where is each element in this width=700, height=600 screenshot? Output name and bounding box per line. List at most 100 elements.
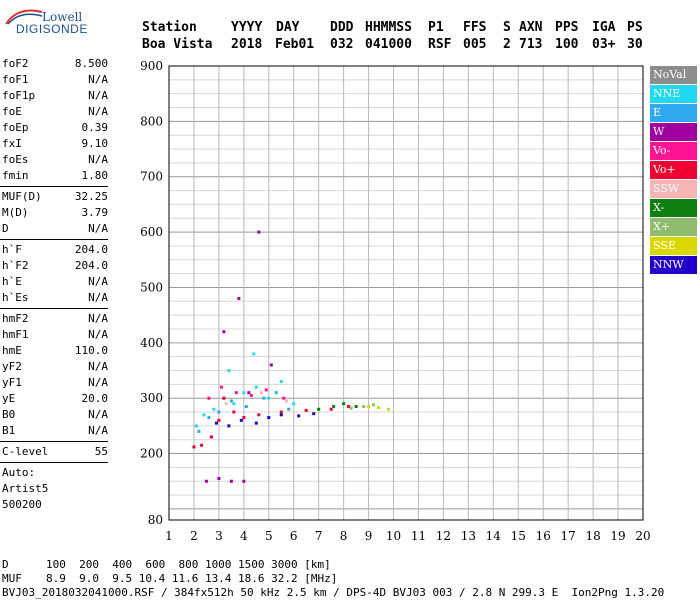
param-name: foE — [2, 105, 22, 118]
param-value: N/A — [88, 376, 108, 389]
param-row: h`Es N/A — [0, 290, 112, 306]
data-point — [267, 416, 271, 420]
param-separator — [0, 462, 108, 463]
data-point — [197, 429, 201, 433]
param-value: N/A — [88, 275, 108, 288]
header-label: S — [503, 20, 511, 35]
data-point — [362, 405, 366, 408]
param-name: foEs — [2, 153, 29, 166]
header-label: DAY — [276, 20, 300, 35]
header-label: YYYY — [231, 20, 263, 35]
x-tick-label: 20 — [635, 529, 650, 543]
param-name: foF2 — [2, 57, 29, 70]
data-point — [257, 413, 261, 417]
param-row: yF2 N/A — [0, 359, 112, 375]
data-point — [232, 402, 236, 406]
param-name: foF1 — [2, 73, 29, 86]
data-point — [297, 414, 301, 418]
data-point — [222, 330, 226, 334]
x-tick-label: 9 — [365, 529, 373, 543]
header-label: Station — [142, 20, 197, 35]
param-name: yF2 — [2, 360, 22, 373]
plot-frame — [168, 65, 644, 521]
x-tick-label: 8 — [340, 529, 348, 543]
param-value: 9.10 — [81, 137, 109, 150]
y-tick-label: 500 — [140, 280, 163, 294]
data-point — [317, 407, 321, 411]
footer-d-label: D — [2, 558, 9, 571]
param-row: D N/A — [0, 221, 112, 237]
data-point — [209, 435, 213, 439]
data-point — [242, 391, 246, 395]
param-name: h`E — [2, 275, 22, 288]
data-point — [247, 391, 251, 395]
data-point — [227, 369, 231, 373]
x-tick-label: 3 — [215, 529, 223, 543]
param-row: M(D) 3.79 — [0, 205, 112, 221]
param-row: B1 N/A — [0, 423, 112, 439]
param-value: N/A — [88, 105, 108, 118]
param-row: h`F 204.0 — [0, 242, 112, 258]
param-row: foF2 8.500 — [0, 56, 112, 72]
data-point — [262, 396, 266, 400]
data-point — [287, 407, 291, 411]
data-point — [242, 416, 246, 420]
data-point — [342, 402, 346, 406]
param-row: C-level 55 — [0, 444, 112, 460]
data-point — [254, 385, 258, 389]
auto-scaling-line: Artist5 — [2, 482, 49, 495]
header-label: AXN — [519, 20, 543, 35]
data-point — [259, 391, 263, 395]
data-point — [229, 479, 233, 483]
data-point — [332, 405, 336, 408]
x-tick-label: 2 — [190, 529, 198, 543]
y-tick-label: 300 — [140, 391, 163, 405]
header-label: FFS — [463, 20, 487, 35]
data-point — [279, 410, 283, 414]
param-value: N/A — [88, 360, 108, 373]
data-point — [227, 424, 231, 428]
legend-item: NoVal — [650, 66, 697, 84]
x-tick-label: 17 — [561, 529, 576, 543]
param-row: yF1 N/A — [0, 375, 112, 391]
data-point — [202, 413, 206, 417]
data-point — [222, 396, 226, 400]
x-tick-label: 11 — [411, 529, 426, 543]
param-name: hmF1 — [2, 328, 29, 341]
param-value: 204.0 — [74, 243, 108, 256]
data-point — [242, 479, 246, 483]
data-point — [257, 230, 261, 234]
param-row: foEp 0.39 — [0, 120, 112, 136]
auto-scaling-line: 500200 — [2, 498, 42, 511]
param-value: N/A — [88, 424, 108, 437]
data-point — [199, 443, 203, 447]
header-value: Boa Vista — [142, 37, 213, 52]
data-point — [204, 479, 208, 483]
header-value: 03+ — [592, 37, 616, 52]
header-value: 2018 — [231, 37, 263, 52]
param-row: fxI 9.10 — [0, 136, 112, 152]
logo-line2: DIGISONDE — [16, 22, 88, 36]
header-value: 100 — [555, 37, 579, 52]
param-value: 20.0 — [81, 392, 109, 405]
header-value: 041000 — [365, 37, 412, 52]
legend: NoVal NNE E W Vo- Vo+ SSW X- X+ SSE NNW — [650, 66, 697, 274]
x-tick-label: 6 — [290, 529, 298, 543]
param-value: 204.0 — [74, 259, 108, 272]
param-name: h`Es — [2, 291, 29, 304]
param-value: 8.500 — [74, 57, 108, 70]
legend-item: NNE — [650, 85, 697, 103]
param-separator — [0, 308, 108, 309]
data-point — [232, 410, 236, 414]
legend-item: Vo- — [650, 142, 697, 160]
footer-d-values: 100 200 400 600 800 1000 1500 3000 [km] — [46, 558, 331, 571]
param-row: hmE 110.0 — [0, 343, 112, 359]
param-row: MUF(D) 32.25 — [0, 189, 112, 205]
x-tick-label: 13 — [461, 529, 476, 543]
x-tick-label: 4 — [240, 529, 248, 543]
header-label: PPS — [555, 20, 579, 35]
data-point — [347, 405, 351, 408]
param-value: N/A — [88, 328, 108, 341]
param-separator — [0, 441, 108, 442]
header-label: IGA — [592, 20, 616, 35]
